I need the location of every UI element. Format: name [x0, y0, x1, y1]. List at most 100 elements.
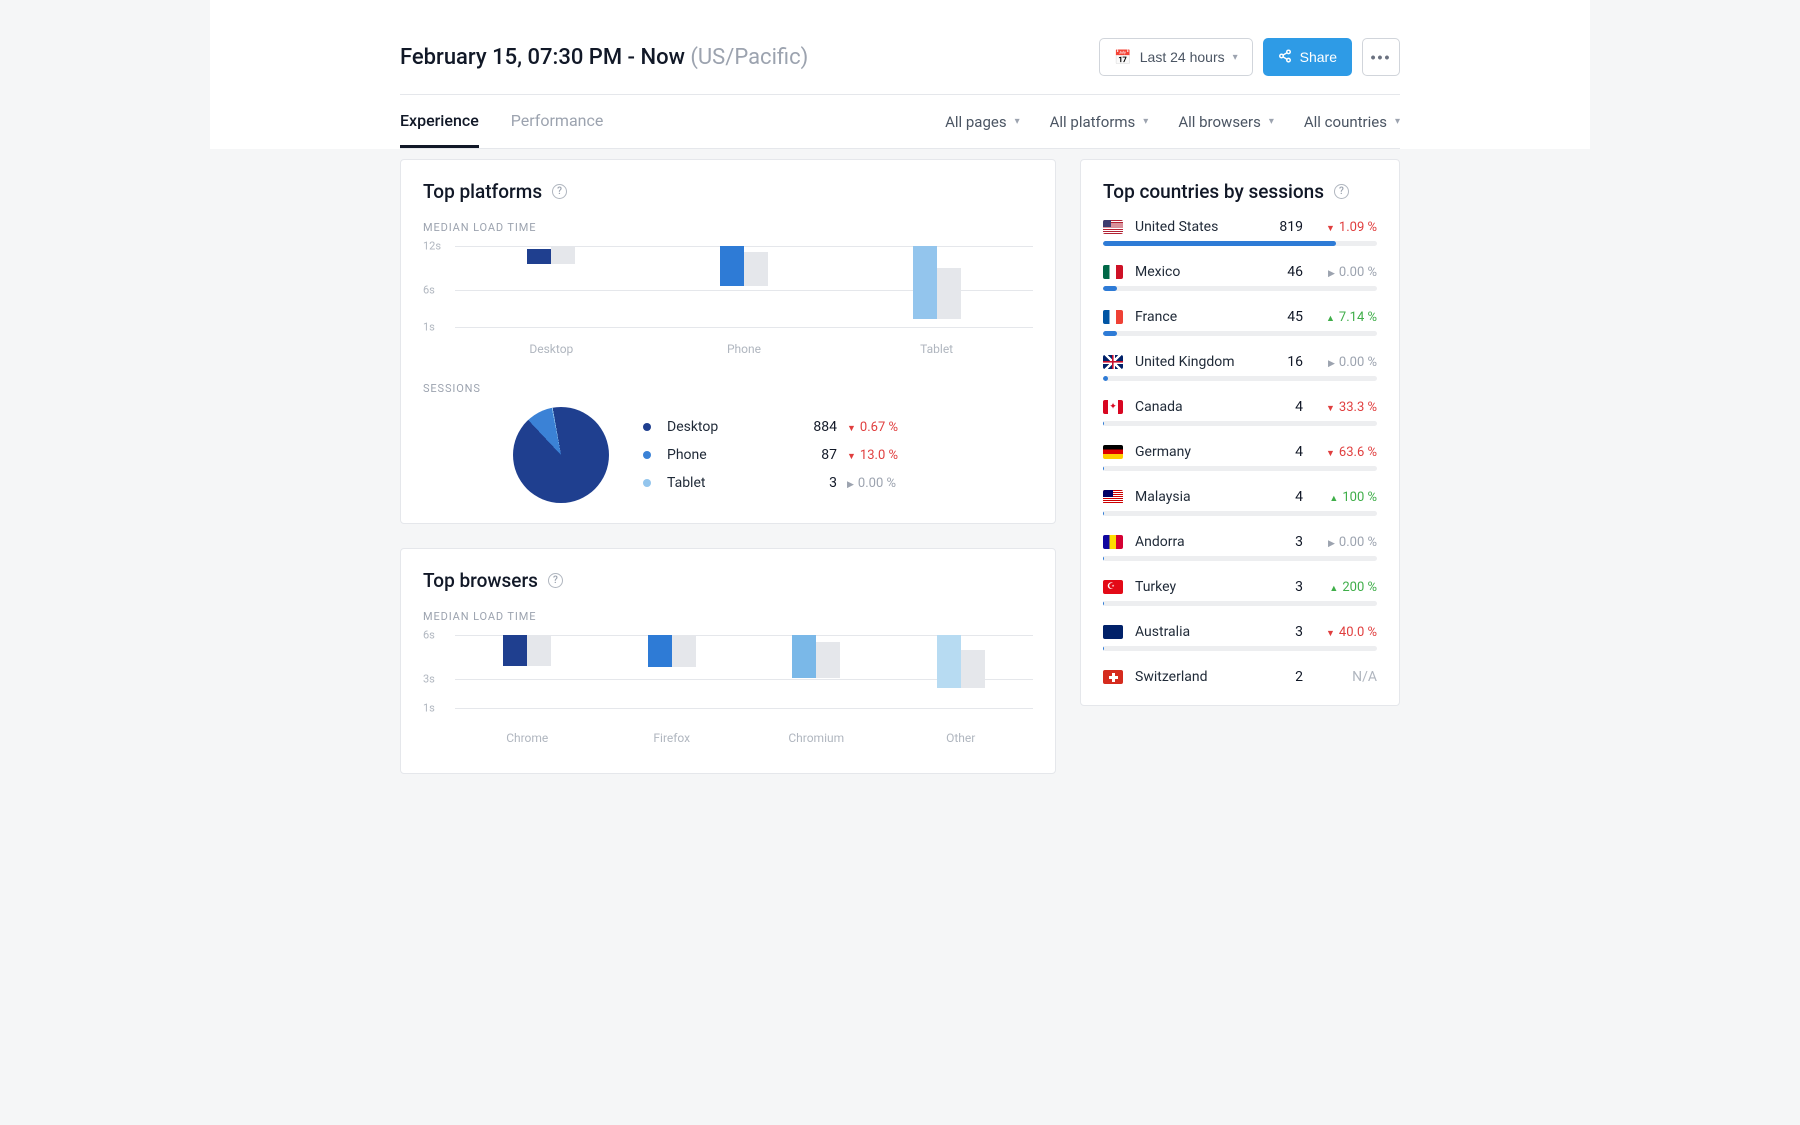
date-range-title: February 15, 07:30 PM - Now (US/Pacific)	[400, 45, 808, 70]
tab-experience[interactable]: Experience	[400, 95, 479, 148]
country-row[interactable]: Germany4▼63.6 %	[1103, 432, 1377, 460]
left-column: Top platforms ? MEDIAN LOAD TIME 12s6s1s…	[400, 159, 1056, 774]
country-value: 16	[1263, 354, 1303, 370]
country-progress	[1103, 376, 1377, 381]
country-delta: ▶0.00 %	[1313, 265, 1377, 280]
flag-icon	[1103, 355, 1123, 369]
flag-icon	[1103, 535, 1123, 549]
share-icon	[1278, 49, 1292, 66]
legend-value: 884	[777, 419, 837, 435]
sessions-legend: Desktop884▼0.67 %Phone87▼13.0 %Tablet3▶0…	[643, 413, 1033, 497]
country-progress	[1103, 646, 1377, 651]
country-row[interactable]: United Kingdom 16 ▶0.00 %	[1103, 342, 1377, 370]
share-button[interactable]: Share	[1263, 38, 1352, 76]
time-range-label: Last 24 hours	[1140, 49, 1225, 65]
country-row[interactable]: Malaysia4▲100 %	[1103, 477, 1377, 505]
help-icon[interactable]: ?	[1334, 184, 1349, 199]
filter-browsers[interactable]: All browsers ▾	[1178, 113, 1274, 131]
flag-icon	[1103, 310, 1123, 324]
y-tick-label: 6s	[423, 629, 435, 642]
country-name: Turkey	[1135, 579, 1253, 595]
country-row[interactable]: Mexico 46 ▶0.00 %	[1103, 252, 1377, 280]
y-tick-label: 12s	[423, 240, 441, 253]
country-value: 45	[1263, 309, 1303, 325]
filter-platforms[interactable]: All platforms▾	[1050, 113, 1149, 131]
country-value: 3	[1263, 624, 1303, 640]
x-tick-label: Other	[946, 731, 975, 745]
legend-label: Phone	[667, 447, 767, 463]
country-delta: ▼63.6 %	[1313, 445, 1377, 460]
top-platforms-title-text: Top platforms	[423, 180, 542, 203]
country-progress	[1103, 511, 1377, 516]
bar-secondary	[551, 246, 575, 264]
tab-performance[interactable]: Performance	[511, 95, 604, 148]
country-value: 2	[1263, 669, 1303, 685]
country-row[interactable]: Andorra3▶0.00 %	[1103, 522, 1377, 550]
filter-countries[interactable]: All countries▾	[1304, 113, 1400, 131]
country-progress	[1103, 241, 1377, 246]
time-range-selector[interactable]: 📅 Last 24 hours ▾	[1099, 38, 1252, 76]
bar-secondary	[937, 268, 961, 319]
flag-icon	[1103, 220, 1123, 234]
country-delta: ▼33.3 %	[1313, 400, 1377, 415]
top-platforms-card: Top platforms ? MEDIAN LOAD TIME 12s6s1s…	[400, 159, 1056, 524]
y-tick-label: 1s	[423, 702, 435, 715]
legend-dot	[643, 451, 651, 459]
country-row[interactable]: ☪Turkey3▲200 %	[1103, 567, 1377, 595]
country-progress	[1103, 556, 1377, 561]
legend-label: Tablet	[667, 475, 767, 491]
flag-icon: ☪	[1103, 580, 1123, 594]
help-icon[interactable]: ?	[552, 184, 567, 199]
country-value: 819	[1263, 219, 1303, 235]
flag-icon	[1103, 445, 1123, 459]
legend-delta: ▼0.67 %	[847, 420, 937, 435]
country-row[interactable]: Switzerland2N/A	[1103, 657, 1377, 685]
page-header: February 15, 07:30 PM - Now (US/Pacific)…	[400, 0, 1400, 95]
bar-primary	[792, 635, 816, 678]
bar-primary	[937, 635, 961, 688]
sessions-row: Desktop884▼0.67 %Phone87▼13.0 %Tablet3▶0…	[423, 407, 1033, 503]
header-actions: 📅 Last 24 hours ▾ Share •••	[1099, 38, 1400, 76]
bar-primary	[527, 249, 551, 264]
country-delta: ▶0.00 %	[1313, 355, 1377, 370]
more-menu-button[interactable]: •••	[1362, 38, 1400, 76]
country-name: United Kingdom	[1135, 354, 1253, 370]
x-tick-label: Chromium	[788, 731, 844, 745]
top-browsers-card: Top browsers ? MEDIAN LOAD TIME 6s3s1sCh…	[400, 548, 1056, 774]
country-progress	[1103, 421, 1377, 426]
country-value: 46	[1263, 264, 1303, 280]
filter-countries-label: All countries	[1304, 113, 1387, 131]
chevron-down-icon: ▾	[1269, 116, 1274, 127]
filter-pages[interactable]: All pages▾	[945, 113, 1020, 131]
country-delta: ▲100 %	[1313, 490, 1377, 505]
filter-browsers-label: All browsers	[1178, 113, 1261, 131]
country-progress	[1103, 331, 1377, 336]
y-tick-label: 1s	[423, 320, 435, 333]
date-range-text: February 15, 07:30 PM - Now	[400, 45, 685, 70]
content-area: Top platforms ? MEDIAN LOAD TIME 12s6s1s…	[210, 149, 1590, 814]
country-name: France	[1135, 309, 1253, 325]
country-row[interactable]: United States819▼1.09 %	[1103, 207, 1377, 235]
help-icon[interactable]: ?	[548, 573, 563, 588]
legend-value: 3	[777, 475, 837, 491]
country-name: Australia	[1135, 624, 1253, 640]
bar-secondary	[527, 636, 551, 665]
country-row[interactable]: Australia 3 ▼40.0 %	[1103, 612, 1377, 640]
browsers-bar-chart: 6s3s1sChromeFirefoxChromiumOther	[423, 635, 1033, 753]
country-row[interactable]: ✦Canada4▼33.3 %	[1103, 387, 1377, 415]
flag-icon	[1103, 670, 1123, 684]
platforms-bar-chart: 12s6s1sDesktopPhoneTablet	[423, 246, 1033, 364]
tab-performance-label: Performance	[511, 111, 604, 130]
country-value: 3	[1263, 534, 1303, 550]
country-row[interactable]: France45▲7.14 %	[1103, 297, 1377, 325]
top-platforms-title: Top platforms ?	[423, 180, 1033, 203]
legend-delta: ▼13.0 %	[847, 448, 937, 463]
country-name: Canada	[1135, 399, 1253, 415]
country-delta: ▼40.0 %	[1313, 625, 1377, 640]
right-column: Top countries by sessions ? United State…	[1080, 159, 1400, 706]
bar-secondary	[672, 636, 696, 667]
share-label: Share	[1300, 49, 1337, 65]
country-progress	[1103, 286, 1377, 291]
top-countries-title: Top countries by sessions ?	[1103, 180, 1377, 203]
country-name: Mexico	[1135, 264, 1253, 280]
